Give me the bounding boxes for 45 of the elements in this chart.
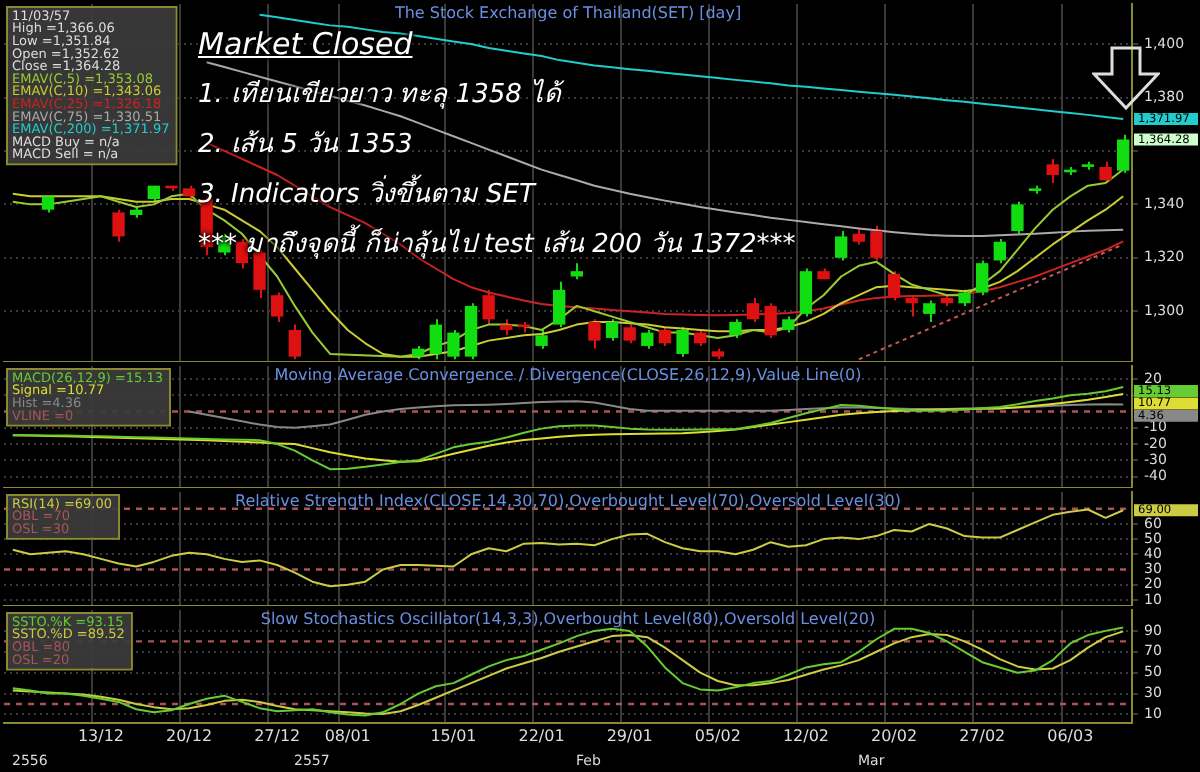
x-tick-label: 12/02 bbox=[782, 726, 829, 745]
candlestick bbox=[447, 328, 460, 361]
x-tick-label: 06/03 bbox=[1047, 726, 1094, 745]
candlestick bbox=[588, 318, 601, 350]
candlestick bbox=[764, 302, 777, 339]
candlestick bbox=[429, 318, 442, 361]
candlestick bbox=[1099, 160, 1112, 184]
candlestick bbox=[676, 326, 689, 358]
candlestick bbox=[112, 208, 125, 243]
chart-title: Relative Strength Index(CLOSE,14,30,70),Overbought Level(70),Oversold Level(30) bbox=[235, 492, 901, 511]
candlestick bbox=[482, 288, 495, 326]
candlestick bbox=[835, 230, 848, 262]
x-tick-label: 05/02 bbox=[694, 726, 741, 745]
candlestick bbox=[535, 328, 548, 350]
chart-title: Slow Stochastics Oscillator(14,3,3),Overbought Level(80),Oversold Level(20) bbox=[260, 610, 876, 629]
candlestick bbox=[1011, 200, 1024, 235]
x-tick-label: 08/01 bbox=[324, 726, 371, 745]
x-tick-label: 22/01 bbox=[518, 726, 565, 745]
x-tick-label: 20/02 bbox=[871, 726, 918, 745]
candlestick bbox=[976, 259, 989, 297]
candlestick bbox=[993, 238, 1006, 265]
x-tick-label: 20/12 bbox=[166, 726, 213, 745]
candlestick bbox=[1117, 133, 1130, 174]
x-tick-label: 29/01 bbox=[606, 726, 653, 745]
candlestick bbox=[553, 280, 566, 329]
chart-title: Moving Average Convergence / Divergence(CLOSE,26,12,9),Value Line(0) bbox=[274, 366, 862, 385]
x-tick-label: 27/02 bbox=[959, 726, 1006, 745]
candlestick bbox=[658, 326, 672, 347]
candlestick bbox=[923, 299, 936, 323]
candlestick bbox=[799, 267, 813, 318]
candlestick bbox=[905, 294, 918, 318]
x-tick-label: 27/12 bbox=[254, 726, 301, 745]
x-tick-label: 13/12 bbox=[77, 726, 124, 745]
candlestick bbox=[887, 270, 901, 302]
candlestick bbox=[288, 323, 301, 361]
candlestick bbox=[746, 296, 760, 323]
chart-title: The Stock Exchange of Thailand(SET) [day] bbox=[392, 4, 742, 23]
candlestick bbox=[623, 323, 636, 345]
candlestick bbox=[1046, 157, 1059, 184]
candlestick bbox=[605, 318, 619, 342]
candlestick bbox=[271, 291, 284, 323]
candlestick bbox=[870, 224, 883, 262]
candlestick bbox=[729, 318, 742, 339]
candlestick bbox=[641, 328, 654, 350]
x-tick-label: 15/01 bbox=[430, 726, 477, 745]
